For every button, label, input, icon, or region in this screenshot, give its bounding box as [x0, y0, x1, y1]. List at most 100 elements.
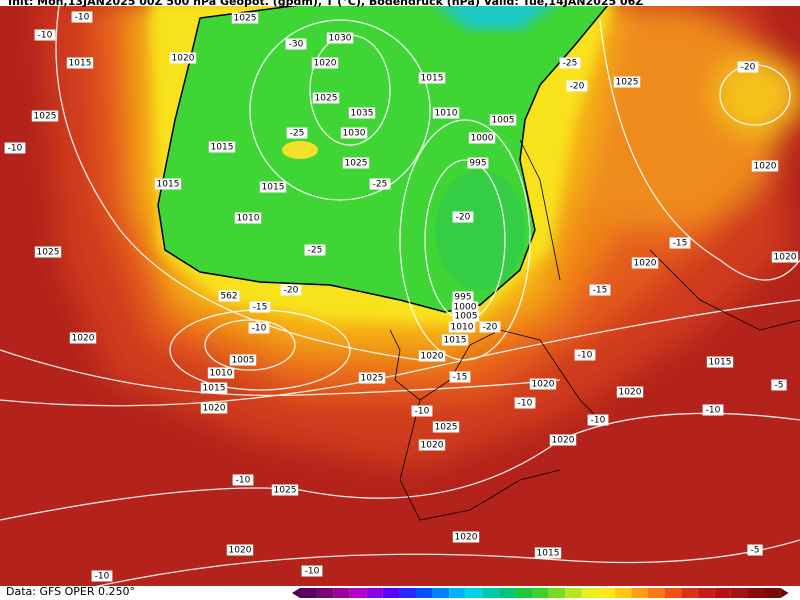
- isobar-label-text: 1025: [315, 94, 338, 104]
- temperature-label-text: -15: [253, 303, 268, 313]
- isobar-label: 1020: [418, 350, 446, 362]
- isobar-label: 1010: [432, 107, 460, 119]
- isobar-label-text: 1015: [69, 59, 92, 69]
- colorbar-swatch: [614, 588, 632, 598]
- temperature-label: -10: [91, 570, 113, 582]
- isobar-label-text: 1015: [709, 358, 732, 368]
- temperature-label-text: -20: [741, 63, 756, 73]
- isobar-label-text: 1020: [532, 380, 555, 390]
- temperature-label-box: [514, 397, 536, 409]
- isobar-label-text: 1025: [37, 248, 60, 258]
- isobar-label-text: 1030: [343, 129, 366, 139]
- isobar-label: 1015: [441, 334, 469, 346]
- temperature-label-box: [574, 349, 596, 361]
- temperature-label-box: [301, 565, 323, 577]
- temperature-label-box: [737, 61, 759, 73]
- isobar-label-text: 1010: [210, 369, 233, 379]
- isobar-label: 1020: [226, 544, 254, 556]
- isobar-label: 1025: [231, 12, 259, 24]
- colorbar-swatch: [482, 588, 499, 598]
- isobar-label-box: [452, 291, 474, 303]
- temperature-label-box: [771, 379, 787, 391]
- header-bar: [0, 0, 800, 6]
- isobar-label-box: [218, 290, 240, 302]
- isobar-label-box: [311, 57, 339, 69]
- isobar-label-box: [69, 332, 97, 344]
- temperature-label: -20: [280, 284, 302, 296]
- temperature-label: -10: [34, 29, 56, 41]
- isobar-label-text: 1020: [172, 54, 195, 64]
- colorbar-swatch: [598, 588, 615, 598]
- isobar-label-box: [616, 386, 644, 398]
- isobar-label-text: 1020: [634, 259, 657, 269]
- temperature-label: -25: [559, 57, 581, 69]
- colorbar-arrow: [292, 588, 300, 598]
- isobar-label: 1035: [348, 107, 376, 119]
- isobar-label: 1020: [631, 257, 659, 269]
- isobar-label-box: [207, 367, 235, 379]
- isobar-label-text: 1020: [552, 436, 575, 446]
- isobar-label-text: 1010: [451, 323, 474, 333]
- isobar-label-box: [200, 382, 228, 394]
- isobar-label: 1025: [342, 157, 370, 169]
- isobar-label-text: 1020: [774, 253, 797, 263]
- isobar-label: 1015: [208, 141, 236, 153]
- isobar-label-text: 1025: [34, 112, 57, 122]
- isobar-label-box: [169, 52, 197, 64]
- temperature-label-box: [589, 284, 611, 296]
- isobar-label-box: [259, 181, 287, 193]
- temperature-label-text: -15: [453, 373, 468, 383]
- isobar-label: 1025: [613, 76, 641, 88]
- temperature-label-box: [304, 244, 326, 256]
- isobar-label: 562: [218, 290, 240, 302]
- isobar-label-box: [549, 434, 577, 446]
- isobar-label-text: 1015: [444, 336, 467, 346]
- isobar-label-box: [706, 356, 734, 368]
- temperature-label-box: [248, 322, 270, 334]
- colorbar-swatch: [349, 588, 367, 598]
- isobar-label-text: 1010: [237, 214, 260, 224]
- temperature-label: -10: [71, 11, 93, 23]
- isobar-label: 1015: [418, 72, 446, 84]
- temperature-label-text: -10: [38, 31, 53, 41]
- isobar-label: 1015: [66, 57, 94, 69]
- isobar-label-box: [452, 531, 480, 543]
- isobar-label: 1010: [207, 367, 235, 379]
- temperature-label: -10: [702, 404, 724, 416]
- colorbar-arrow: [780, 588, 789, 598]
- isobar-label-text: 1015: [537, 549, 560, 559]
- colorbar-swatch: [449, 588, 466, 598]
- temperature-label-text: -10: [95, 572, 110, 582]
- temperature-label-text: -25: [563, 59, 578, 69]
- isobar-label-text: 1020: [455, 533, 478, 543]
- temperature-label-text: -15: [593, 286, 608, 296]
- isobar-label: 1020: [616, 386, 644, 398]
- colorbar-swatch: [300, 588, 317, 598]
- temperature-label-box: [71, 11, 93, 23]
- temperature-label: -25: [304, 244, 326, 256]
- isobar-label-text: 1010: [435, 109, 458, 119]
- colorbar-swatch: [648, 588, 665, 598]
- colorbar-swatch: [532, 588, 549, 598]
- isobar-label-box: [271, 484, 299, 496]
- isobar-label-box: [631, 257, 659, 269]
- temperature-label-text: -20: [570, 82, 585, 92]
- isobar-label-text: 995: [469, 159, 486, 169]
- temperature-label-text: -30: [289, 40, 304, 50]
- temperature-label-text: -10: [578, 351, 593, 361]
- temperature-label-box: [411, 405, 433, 417]
- colorbar-swatch: [399, 588, 417, 598]
- isobar-label: 995: [467, 157, 489, 169]
- isobar-label-text: 1025: [361, 374, 384, 384]
- isobar-label: 1020: [69, 332, 97, 344]
- isobar-label-box: [358, 372, 386, 384]
- isobar-label: 1000: [451, 301, 479, 313]
- temperature-label-text: -25: [308, 246, 323, 256]
- colorbar-swatch: [697, 588, 715, 598]
- temperature-label: -20: [566, 80, 588, 92]
- isobar-label-box: [448, 321, 476, 333]
- temperature-label: -20: [479, 321, 501, 333]
- colorbar-swatch: [465, 588, 483, 598]
- temperature-label-box: [232, 474, 254, 486]
